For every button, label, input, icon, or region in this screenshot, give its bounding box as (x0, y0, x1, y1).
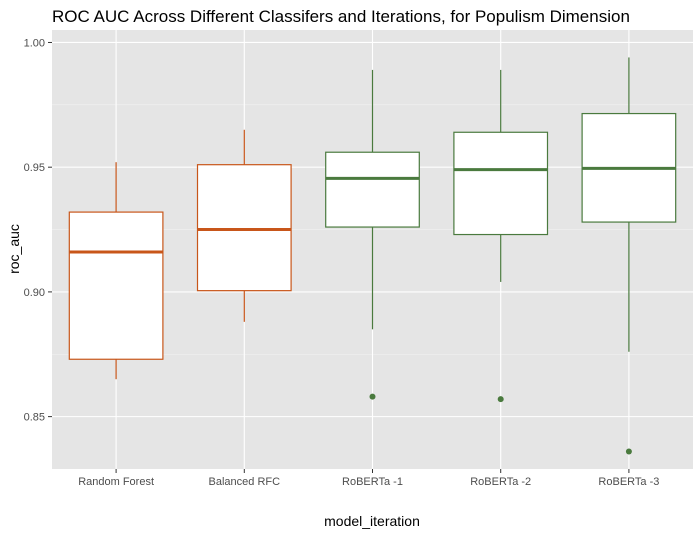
x-tick-label: RoBERTa -1 (342, 476, 403, 488)
outlier-point (497, 396, 504, 403)
box-balanced-rfc (196, 129, 292, 322)
y-tick-label: 0.90 (24, 287, 45, 299)
x-tick-label: RoBERTa -3 (598, 476, 659, 488)
y-tick-label: 1.00 (24, 37, 45, 49)
x-tick-label: Balanced RFC (209, 476, 281, 488)
x-axis: Random Forest Balanced RFC RoBERTa -1 RoBER… (78, 469, 659, 488)
x-axis-title: model_iteration (324, 513, 420, 529)
box-roberta-1 (325, 69, 420, 400)
y-tick-label: 0.85 (24, 412, 45, 424)
x-tick-label: Random Forest (78, 476, 154, 488)
box-random-forest (68, 162, 164, 380)
y-axis: 0.85 0.90 0.95 1.00 (24, 37, 52, 424)
x-tick-label: RoBERTa -2 (470, 476, 531, 488)
box-roberta-3 (581, 57, 677, 455)
chart-title: ROC AUC Across Different Classifers and … (52, 7, 630, 26)
box-roberta-2 (453, 69, 549, 403)
box-body (196, 164, 292, 292)
y-tick-label: 0.95 (24, 162, 45, 174)
y-axis-title: roc_auc (6, 224, 22, 274)
box-series (68, 57, 677, 455)
box-body (68, 211, 164, 360)
outlier-point (625, 448, 632, 455)
box-body (453, 131, 549, 236)
outlier-point (369, 393, 376, 400)
box-body (325, 151, 420, 228)
